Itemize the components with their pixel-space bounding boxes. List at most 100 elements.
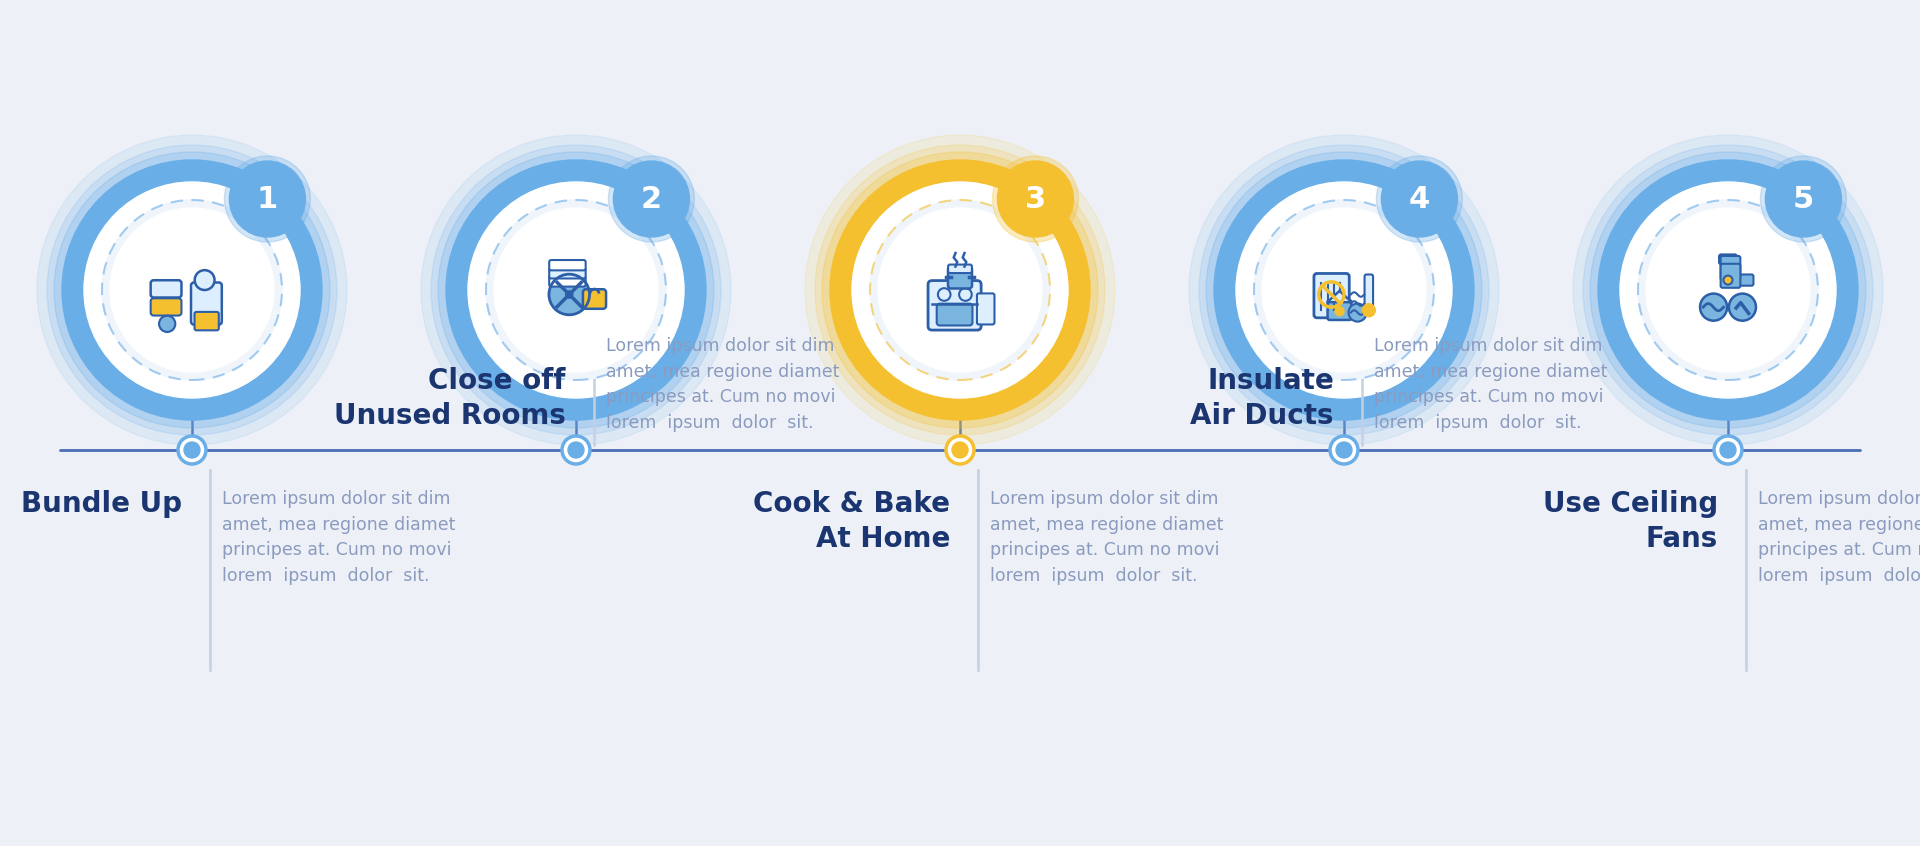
Text: Bundle Up: Bundle Up (21, 490, 182, 518)
Circle shape (1720, 442, 1736, 458)
Circle shape (1572, 135, 1884, 445)
Circle shape (1597, 160, 1859, 420)
Circle shape (225, 156, 311, 242)
FancyBboxPatch shape (194, 312, 219, 330)
Circle shape (1764, 161, 1841, 237)
Circle shape (54, 152, 330, 428)
Circle shape (61, 160, 323, 420)
Circle shape (1582, 145, 1874, 435)
Circle shape (486, 200, 666, 380)
FancyBboxPatch shape (927, 281, 981, 330)
Circle shape (109, 208, 275, 372)
Circle shape (1213, 160, 1475, 420)
Circle shape (430, 145, 722, 435)
Circle shape (438, 152, 714, 428)
Circle shape (1724, 276, 1732, 284)
Circle shape (1363, 304, 1375, 316)
Circle shape (159, 316, 175, 332)
Text: Lorem ipsum dolor sit dim
amet, mea regione diamet
principes at. Cum no movi
lor: Lorem ipsum dolor sit dim amet, mea regi… (1375, 337, 1607, 432)
Circle shape (1348, 304, 1367, 321)
Text: 4: 4 (1409, 184, 1430, 213)
FancyBboxPatch shape (1313, 273, 1350, 318)
Circle shape (563, 436, 589, 464)
Circle shape (568, 442, 584, 458)
Text: Cook & Bake
At Home: Cook & Bake At Home (753, 490, 950, 552)
FancyBboxPatch shape (150, 280, 182, 298)
Circle shape (1198, 145, 1490, 435)
Circle shape (445, 160, 707, 420)
Circle shape (1699, 294, 1728, 321)
Circle shape (609, 156, 695, 242)
Circle shape (1206, 152, 1482, 428)
FancyBboxPatch shape (1730, 274, 1753, 286)
Circle shape (184, 442, 200, 458)
Circle shape (937, 288, 950, 301)
Text: Lorem ipsum dolor sit dim
amet, mea regione diamet
principes at. Cum no movi
lor: Lorem ipsum dolor sit dim amet, mea regi… (607, 337, 839, 432)
FancyBboxPatch shape (1720, 264, 1740, 288)
Circle shape (179, 436, 205, 464)
FancyBboxPatch shape (549, 277, 586, 287)
Text: Lorem ipsum dolor sit dim
amet, mea regione diamet
principes at. Cum no movi
lor: Lorem ipsum dolor sit dim amet, mea regi… (223, 490, 455, 585)
Polygon shape (1327, 291, 1352, 302)
FancyBboxPatch shape (150, 299, 182, 316)
Circle shape (194, 270, 215, 290)
FancyBboxPatch shape (549, 268, 586, 278)
Circle shape (814, 145, 1106, 435)
Circle shape (1590, 152, 1866, 428)
Circle shape (1728, 294, 1757, 321)
Text: 1: 1 (257, 184, 278, 213)
Circle shape (1715, 436, 1741, 464)
FancyBboxPatch shape (937, 304, 972, 326)
Circle shape (1761, 156, 1847, 242)
Text: 3: 3 (1025, 184, 1046, 213)
Circle shape (1380, 161, 1457, 237)
Circle shape (102, 200, 282, 380)
Text: Use Ceiling
Fans: Use Ceiling Fans (1544, 490, 1718, 552)
FancyBboxPatch shape (977, 294, 995, 325)
Circle shape (1188, 135, 1500, 445)
Circle shape (804, 135, 1116, 445)
Circle shape (228, 161, 305, 237)
FancyBboxPatch shape (1327, 300, 1352, 320)
Circle shape (1236, 182, 1452, 398)
Circle shape (1377, 156, 1463, 242)
FancyBboxPatch shape (1365, 274, 1373, 312)
Circle shape (960, 288, 972, 301)
Text: 2: 2 (641, 184, 662, 213)
Circle shape (84, 182, 300, 398)
FancyBboxPatch shape (584, 289, 607, 309)
Circle shape (612, 161, 689, 237)
Circle shape (829, 160, 1091, 420)
Circle shape (549, 274, 589, 315)
Text: 5: 5 (1793, 184, 1814, 213)
FancyBboxPatch shape (549, 260, 586, 271)
Circle shape (1620, 182, 1836, 398)
Text: Insulate
Air Ducts: Insulate Air Ducts (1190, 367, 1334, 430)
FancyBboxPatch shape (948, 266, 972, 288)
FancyBboxPatch shape (1718, 255, 1738, 264)
Circle shape (566, 291, 572, 298)
Circle shape (947, 436, 973, 464)
Text: Lorem ipsum dolor sit dim
amet, mea regione diamet
principes at. Cum no movi
lor: Lorem ipsum dolor sit dim amet, mea regi… (991, 490, 1223, 585)
Circle shape (1261, 208, 1427, 372)
Circle shape (1363, 304, 1375, 316)
Circle shape (996, 161, 1073, 237)
FancyBboxPatch shape (1720, 256, 1740, 280)
Circle shape (468, 182, 684, 398)
Circle shape (1254, 200, 1434, 380)
Circle shape (1336, 442, 1352, 458)
Circle shape (1331, 436, 1357, 464)
Circle shape (952, 442, 968, 458)
Circle shape (993, 156, 1079, 242)
Circle shape (870, 200, 1050, 380)
Circle shape (1645, 208, 1811, 372)
Circle shape (493, 208, 659, 372)
Circle shape (822, 152, 1098, 428)
Circle shape (877, 208, 1043, 372)
Circle shape (852, 182, 1068, 398)
Circle shape (1638, 200, 1818, 380)
Circle shape (1334, 307, 1344, 316)
Text: Lorem ipsum dolor sit dim
amet, mea regione diamet
principes at. Cum no movi
lor: Lorem ipsum dolor sit dim amet, mea regi… (1759, 490, 1920, 585)
Circle shape (420, 135, 732, 445)
Text: Close off
Unused Rooms: Close off Unused Rooms (334, 367, 566, 430)
